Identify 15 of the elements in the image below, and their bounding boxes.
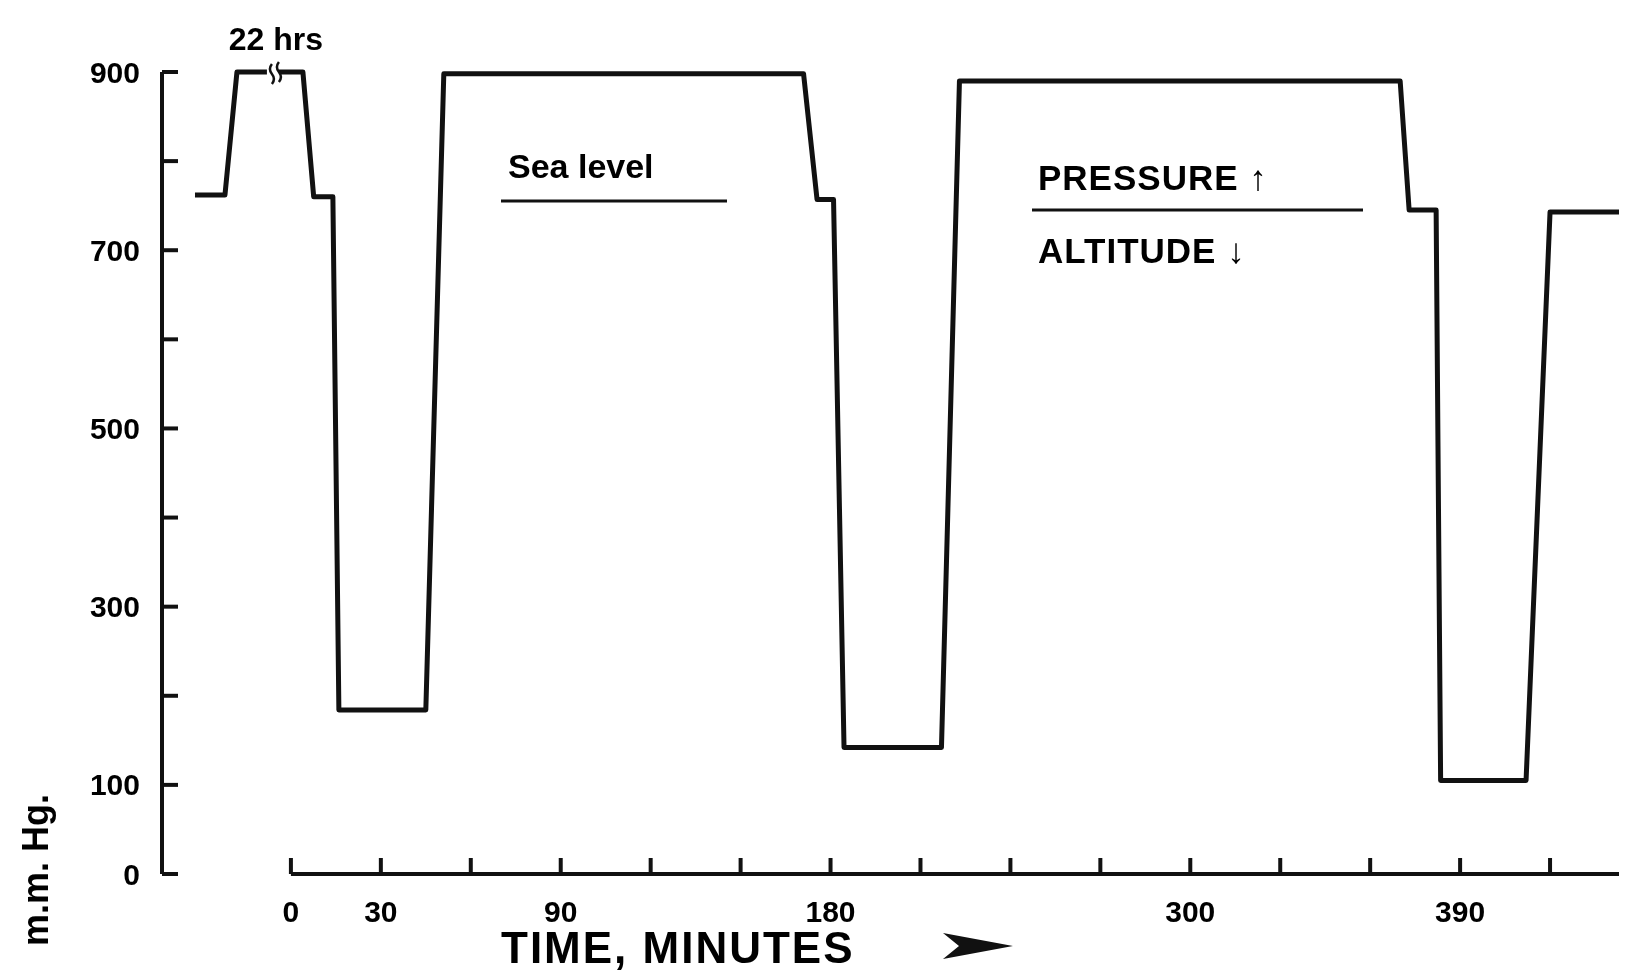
x-tick-label: 390 [1435,895,1486,928]
x-tick-label: 0 [282,895,300,928]
annotation: ALTITUDE ↓ [1038,231,1246,270]
y-axis-title: m.m. Hg. [15,793,56,947]
annotation: 22 hrs [228,21,324,57]
y-tick-label: 100 [89,768,140,802]
x-tick-label: 300 [1165,895,1216,928]
y-tick-label: 900 [89,55,140,89]
x-tick-label: 30 [364,895,398,928]
annotation: Sea level [508,147,654,185]
y-tick-label: 700 [89,233,140,267]
y-tick-label: 0 [123,857,140,891]
annotation: PRESSURE ↑ [1038,158,1268,197]
y-tick-label: 500 [89,411,140,445]
y-tick-label: 300 [89,590,140,624]
